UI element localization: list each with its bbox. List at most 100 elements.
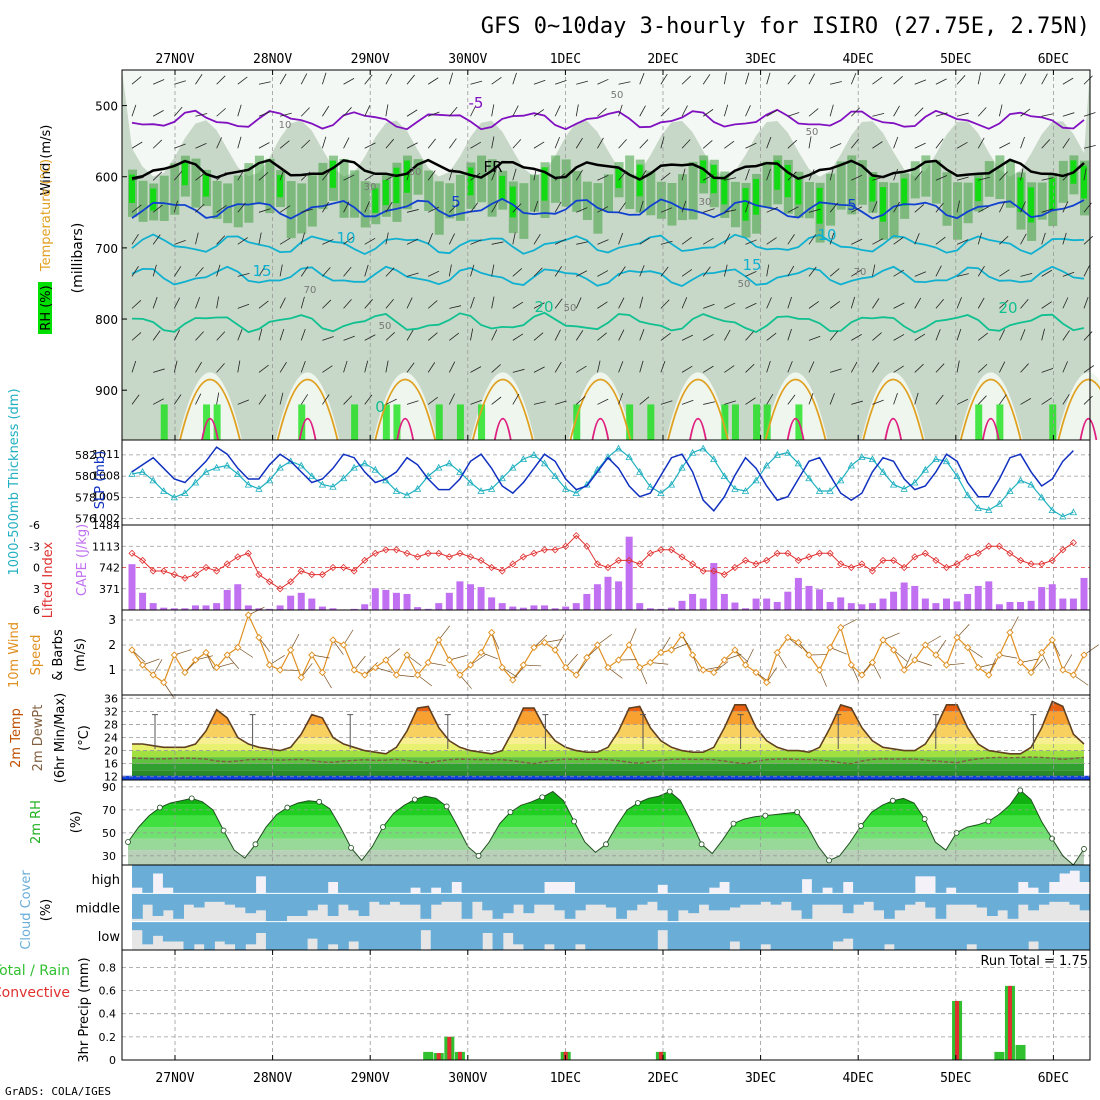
- li-point: [488, 563, 496, 572]
- li-point: [974, 549, 982, 557]
- wind-barb: [343, 137, 350, 149]
- rh-point: [284, 804, 291, 811]
- rh-moist-cell: [413, 159, 423, 195]
- li-point: [625, 556, 633, 564]
- cloud-cell: [482, 921, 494, 933]
- thickness-point: [562, 485, 570, 492]
- wind-barb: [999, 171, 1008, 181]
- wind-barb: [639, 72, 645, 85]
- cloud-unit-label: (%): [39, 899, 54, 922]
- cape-bar: [657, 608, 665, 610]
- li-point: [593, 560, 601, 568]
- rh-moist-cell: [233, 175, 243, 228]
- rh-saturated-cell: [869, 176, 876, 202]
- wind-barb: [428, 270, 440, 277]
- thickness-point: [657, 489, 665, 497]
- wind-barb: [977, 395, 987, 405]
- cloud-cell: [708, 921, 720, 950]
- wind-barb: [364, 105, 371, 117]
- wind-speed-point: [191, 656, 200, 664]
- cloud-cell: [1069, 921, 1081, 950]
- wind-barb: [724, 302, 736, 309]
- precip-tick-label: 0.4: [99, 1008, 117, 1021]
- wind-barb: [724, 365, 735, 373]
- wind-barb: [448, 72, 454, 85]
- wind-barb: [290, 633, 300, 651]
- wind-barb: [195, 113, 208, 117]
- cloud-cell: [770, 893, 782, 905]
- wind-barb: [258, 172, 269, 181]
- wind-barb: [671, 642, 689, 651]
- rh-plume: [666, 372, 730, 440]
- thickness-axis-label: 1000-500mb Thickness (dm): [7, 388, 22, 575]
- cloud-cell: [925, 921, 936, 950]
- wind-barb: [174, 80, 186, 85]
- cloud-cell: [245, 921, 257, 945]
- rh-saturated-cell: [277, 175, 284, 198]
- wind-barb: [131, 649, 146, 663]
- cloud-cell: [997, 893, 1009, 911]
- wind-barb: [660, 73, 668, 85]
- cloud-cell: [245, 893, 257, 914]
- wind-barb: [681, 236, 692, 245]
- wind-barb: [491, 264, 495, 277]
- wind-barb: [216, 264, 221, 277]
- cloud-cell: [935, 921, 947, 950]
- cloud-cell: [791, 865, 803, 894]
- cape-bar: [266, 608, 274, 610]
- wind-barb: [787, 328, 792, 341]
- rh-saturated-cell: [975, 178, 982, 202]
- cloud-cell: [471, 921, 483, 950]
- li-point: [287, 578, 295, 586]
- wind-barb: [935, 298, 944, 309]
- li-point: [985, 542, 993, 550]
- wind-barb: [745, 239, 757, 245]
- wind-speed-point: [815, 666, 824, 674]
- wind-barb: [829, 393, 835, 405]
- cloud-cell: [327, 865, 339, 882]
- li-point: [1006, 549, 1014, 557]
- rh-moist-cell: [1058, 160, 1068, 203]
- wind-barb: [364, 360, 369, 373]
- wind-barb: [597, 137, 604, 149]
- wind-barb: [893, 269, 905, 277]
- wind-barb: [829, 300, 841, 309]
- cloud-cell: [1007, 893, 1019, 919]
- cloud-cell: [811, 921, 823, 950]
- wind-barb: [851, 400, 863, 405]
- wind-barb: [279, 73, 287, 85]
- wind-barb: [956, 176, 969, 181]
- wind-barb: [999, 73, 1006, 85]
- cloud-cell: [935, 865, 947, 894]
- wind-barb: [872, 298, 880, 309]
- date-label-bottom: 29NOV: [351, 1071, 390, 1086]
- wind-speed-point: [255, 633, 263, 642]
- wind-speed-point: [287, 646, 295, 654]
- temp-color-band: [132, 750, 1084, 758]
- wind-barb: [533, 168, 537, 181]
- wind-speed-point: [160, 678, 168, 687]
- isotherm-label: 20: [998, 299, 1017, 317]
- cloud-cell: [719, 921, 730, 950]
- wind-barb: [597, 107, 607, 117]
- cloud-cell: [760, 865, 772, 894]
- rh-tick-label: 90: [102, 781, 116, 794]
- cloud-cell: [956, 865, 967, 894]
- cloud-axis-label: Cloud Cover: [19, 870, 34, 950]
- rh-low-cell: [647, 404, 655, 440]
- cloud-cell: [667, 921, 679, 950]
- wind-barb: [851, 238, 863, 245]
- temp-color-band: [132, 770, 1084, 777]
- rh-point: [794, 809, 801, 816]
- cape-bar: [509, 606, 517, 610]
- wind-barb: [427, 300, 438, 309]
- wind-speed-point: [403, 651, 411, 659]
- cloud-cell: [1048, 893, 1060, 902]
- thickness-point: [297, 461, 305, 469]
- cape-bar: [382, 589, 390, 610]
- wind-barb: [787, 265, 795, 277]
- cloud-cell: [677, 893, 689, 911]
- rh-moist-cell: [1037, 182, 1047, 220]
- cloud-cell: [719, 865, 730, 882]
- date-label-bottom: 4DEC: [843, 1071, 874, 1086]
